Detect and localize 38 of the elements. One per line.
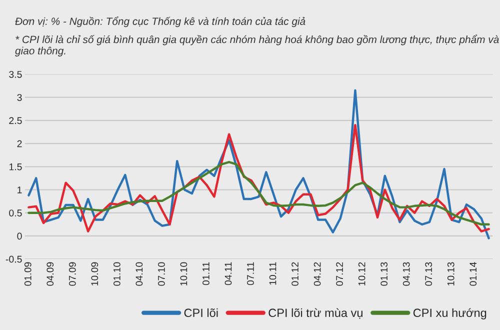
legend-label: CPI xu hướng bbox=[413, 308, 486, 320]
y-tick-label: 2 bbox=[17, 140, 22, 148]
x-tick-label: 01.09 bbox=[24, 262, 32, 286]
x-tick-label: 01.13 bbox=[380, 262, 388, 286]
y-tick-label: 1 bbox=[18, 186, 22, 194]
x-tick-label: 01.10 bbox=[113, 262, 120, 286]
y-tick-label: 2.5 bbox=[9, 117, 22, 124]
x-tick-label: 04.12 bbox=[314, 262, 321, 286]
y-tick-label: 0.5 bbox=[9, 210, 22, 216]
x-tick-label: 01.11 bbox=[202, 262, 210, 286]
text: Đơn vị: % - Nguồn: Tổng cục Thống kê và tính toán của tác giả bbox=[15, 16, 306, 28]
x-tick-label: 07.09 bbox=[68, 262, 76, 286]
x-tick-label: 07.12 bbox=[336, 262, 343, 286]
x-tick-label: 01.14 bbox=[470, 262, 477, 286]
y-tick-label: 0 bbox=[17, 232, 22, 240]
x-tick-label: 10.11 bbox=[269, 262, 276, 285]
y-tick-label: 3.5 bbox=[9, 70, 22, 78]
y-tick-label: 3 bbox=[17, 94, 22, 101]
line-series bbox=[28, 89, 490, 240]
x-tick-label: 10.10 bbox=[180, 262, 188, 286]
line-series bbox=[28, 124, 490, 232]
x-tick-label: 04.10 bbox=[136, 262, 143, 286]
x-tick-label: 04.11 bbox=[224, 262, 232, 286]
x-tick-label: 10.12 bbox=[358, 262, 366, 286]
line-series bbox=[28, 160, 490, 226]
x-tick-label: 04.09 bbox=[46, 262, 54, 286]
x-tick-label: 01.12 bbox=[292, 262, 298, 286]
legend-label: CPI lõi trừ mùa vụ bbox=[268, 308, 362, 319]
x-tick-label: 07.11 bbox=[247, 262, 254, 286]
x-tick-label: 07.13 bbox=[425, 262, 432, 286]
y-tick-label: 1.5 bbox=[9, 163, 22, 170]
x-tick-label: 04.13 bbox=[402, 262, 410, 286]
x-tick-label: 10.13 bbox=[447, 262, 454, 286]
x-tick-label: 07.10 bbox=[158, 262, 165, 286]
legend-label: CPI lõi bbox=[184, 308, 218, 318]
text: * CPI lõi là chỉ số giá bình quân gia quyền các nhóm hàng hoá không bao gồm lương thực, thực phẩm và giao thông. bbox=[15, 34, 499, 56]
y-tick-label: -0.5 bbox=[6, 256, 22, 263]
x-tick-label: 10.09 bbox=[91, 262, 98, 286]
